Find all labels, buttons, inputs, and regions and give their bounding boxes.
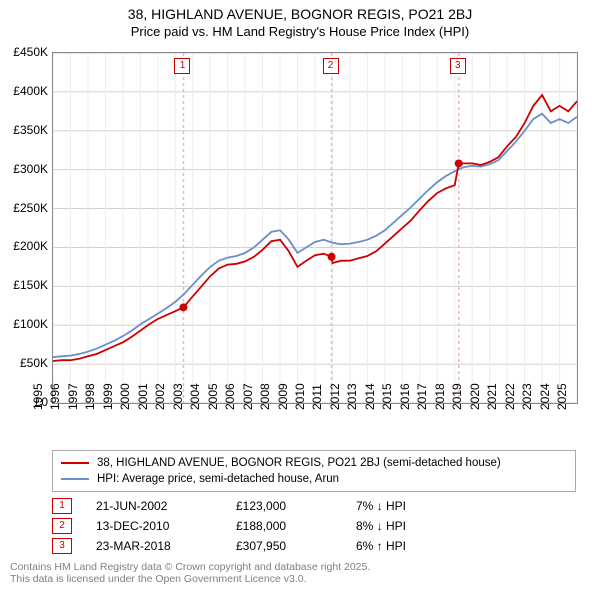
legend-swatch-hpi bbox=[61, 478, 89, 480]
x-tick-label: 2014 bbox=[363, 383, 377, 410]
x-tick-label: 2022 bbox=[503, 383, 517, 410]
tx-marker-icon: 2 bbox=[52, 518, 72, 534]
y-tick-label: £300K bbox=[4, 162, 48, 176]
tx-price: £307,950 bbox=[236, 539, 356, 553]
y-tick-label: £400K bbox=[4, 84, 48, 98]
x-tick-label: 2008 bbox=[258, 383, 272, 410]
legend: 38, HIGHLAND AVENUE, BOGNOR REGIS, PO21 … bbox=[52, 450, 576, 492]
x-tick-label: 2021 bbox=[485, 383, 499, 410]
x-tick-label: 2015 bbox=[380, 383, 394, 410]
y-tick-label: £150K bbox=[4, 278, 48, 292]
chart-svg bbox=[53, 53, 577, 403]
y-tick-label: £100K bbox=[4, 317, 48, 331]
y-tick-label: £450K bbox=[4, 45, 48, 59]
x-tick-label: 2004 bbox=[188, 383, 202, 410]
tx-date: 13-DEC-2010 bbox=[96, 519, 236, 533]
x-tick-label: 2005 bbox=[206, 383, 220, 410]
tx-hpi-delta: 7% ↓ HPI bbox=[356, 499, 476, 513]
x-tick-label: 2019 bbox=[450, 383, 464, 410]
legend-swatch-subject bbox=[61, 462, 89, 464]
x-tick-label: 2020 bbox=[468, 383, 482, 410]
event-marker-icon: 1 bbox=[174, 58, 190, 74]
chart-subtitle: Price paid vs. HM Land Registry's House … bbox=[0, 22, 600, 39]
x-tick-label: 1998 bbox=[83, 383, 97, 410]
event-marker-icon: 2 bbox=[323, 58, 339, 74]
x-tick-label: 2011 bbox=[310, 384, 324, 410]
x-tick-label: 2016 bbox=[398, 383, 412, 410]
x-tick-label: 2003 bbox=[171, 383, 185, 410]
x-tick-label: 2001 bbox=[136, 383, 150, 410]
chart-plot-area bbox=[52, 52, 578, 404]
tx-marker-icon: 3 bbox=[52, 538, 72, 554]
table-row: 1 21-JUN-2002 £123,000 7% ↓ HPI bbox=[52, 496, 576, 516]
x-tick-label: 2023 bbox=[520, 383, 534, 410]
x-tick-label: 1995 bbox=[31, 383, 45, 410]
legend-label-hpi: HPI: Average price, semi-detached house,… bbox=[97, 473, 339, 485]
legend-label-subject: 38, HIGHLAND AVENUE, BOGNOR REGIS, PO21 … bbox=[97, 457, 501, 469]
x-tick-label: 1997 bbox=[66, 383, 80, 410]
table-row: 3 23-MAR-2018 £307,950 6% ↑ HPI bbox=[52, 536, 576, 556]
tx-hpi-delta: 8% ↓ HPI bbox=[356, 519, 476, 533]
y-tick-label: £350K bbox=[4, 123, 48, 137]
x-tick-label: 2025 bbox=[555, 383, 569, 410]
x-tick-label: 2000 bbox=[118, 383, 132, 410]
tx-date: 21-JUN-2002 bbox=[96, 499, 236, 513]
table-row: 2 13-DEC-2010 £188,000 8% ↓ HPI bbox=[52, 516, 576, 536]
x-tick-label: 2010 bbox=[293, 383, 307, 410]
tx-price: £123,000 bbox=[236, 499, 356, 513]
x-tick-label: 1999 bbox=[101, 383, 115, 410]
x-tick-label: 2006 bbox=[223, 383, 237, 410]
tx-marker-icon: 1 bbox=[52, 498, 72, 514]
x-tick-label: 2007 bbox=[241, 383, 255, 410]
tx-date: 23-MAR-2018 bbox=[96, 539, 236, 553]
transactions-table: 1 21-JUN-2002 £123,000 7% ↓ HPI 2 13-DEC… bbox=[52, 496, 576, 556]
event-marker-icon: 3 bbox=[450, 58, 466, 74]
x-tick-label: 1996 bbox=[48, 383, 62, 410]
x-tick-label: 2009 bbox=[276, 383, 290, 410]
x-tick-label: 2018 bbox=[433, 383, 447, 410]
legend-item-subject: 38, HIGHLAND AVENUE, BOGNOR REGIS, PO21 … bbox=[61, 455, 567, 471]
y-tick-label: £250K bbox=[4, 201, 48, 215]
x-tick-label: 2024 bbox=[538, 383, 552, 410]
tx-hpi-delta: 6% ↑ HPI bbox=[356, 539, 476, 553]
tx-price: £188,000 bbox=[236, 519, 356, 533]
footnote-line-2: This data is licensed under the Open Gov… bbox=[10, 573, 307, 585]
chart-titles: 38, HIGHLAND AVENUE, BOGNOR REGIS, PO21 … bbox=[0, 0, 600, 39]
x-tick-label: 2012 bbox=[328, 383, 342, 410]
x-tick-label: 2002 bbox=[153, 383, 167, 410]
x-tick-label: 2013 bbox=[345, 383, 359, 410]
y-tick-label: £50K bbox=[4, 356, 48, 370]
x-tick-label: 2017 bbox=[415, 383, 429, 410]
footnote: Contains HM Land Registry data © Crown c… bbox=[10, 561, 370, 586]
legend-item-hpi: HPI: Average price, semi-detached house,… bbox=[61, 471, 567, 487]
chart-title: 38, HIGHLAND AVENUE, BOGNOR REGIS, PO21 … bbox=[0, 6, 600, 22]
y-tick-label: £200K bbox=[4, 239, 48, 253]
footnote-line-1: Contains HM Land Registry data © Crown c… bbox=[10, 561, 370, 573]
